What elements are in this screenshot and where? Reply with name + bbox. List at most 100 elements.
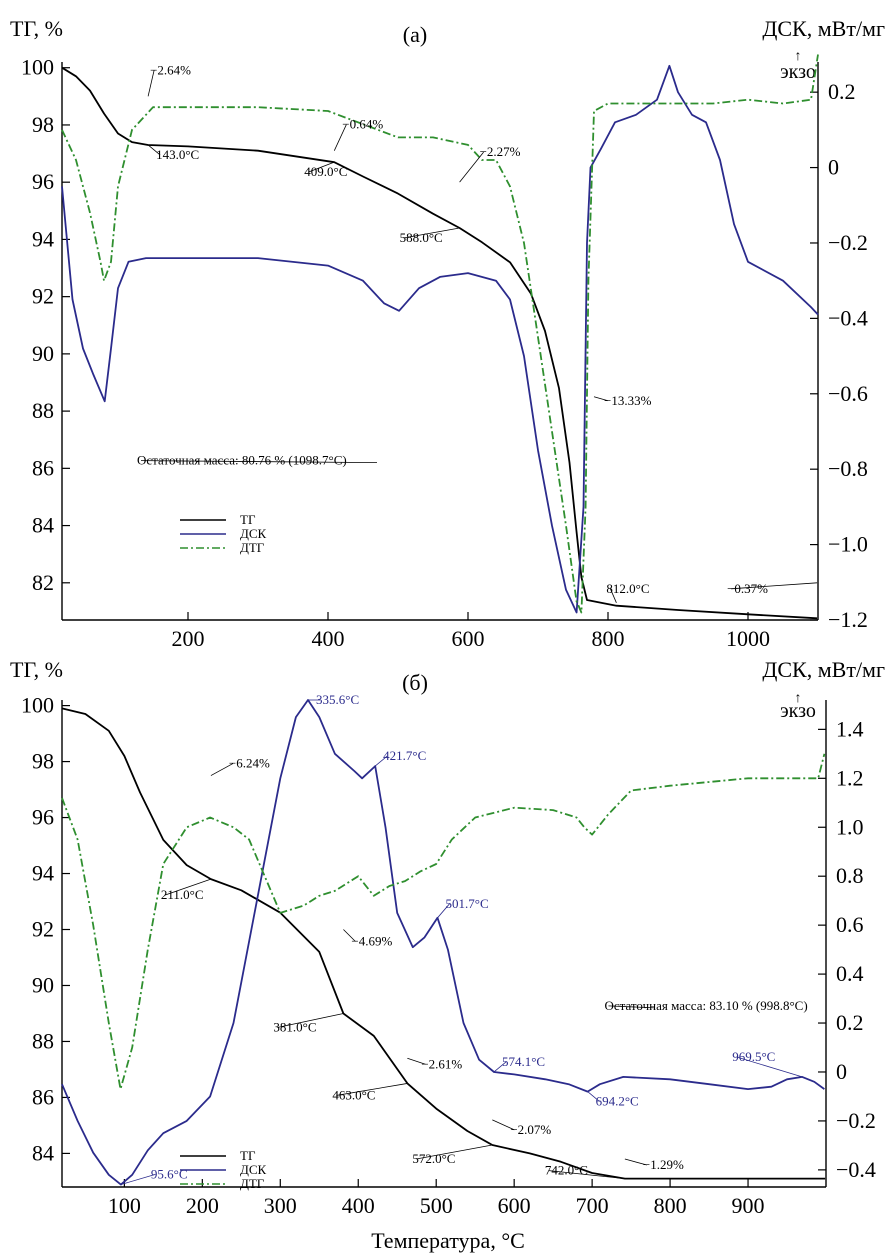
- x-tick-label: 700: [576, 1193, 609, 1218]
- y-left-tick-label: 90: [32, 341, 54, 366]
- annotation-label: −2.27%: [480, 144, 521, 159]
- y-right-tick-label: 0: [828, 155, 839, 180]
- y-right-tick-label: −0.2: [828, 230, 868, 255]
- annotation-leader: [374, 755, 388, 767]
- chart-panel-2: 100 200 300 400 500 600 700 800 900 84 86 88 90 92 94 9…: [10, 657, 885, 1218]
- y-left-tick-label: 92: [32, 284, 54, 309]
- annotation-label: −2.64%: [150, 62, 191, 77]
- y-right-tick-label: −0.4: [828, 305, 868, 330]
- y-right-tick-label: −0.6: [828, 381, 868, 406]
- y-left-tick-label: 82: [32, 570, 54, 595]
- annotation-leader: [403, 227, 460, 239]
- x-tick-label: 600: [498, 1193, 531, 1218]
- annotation-label: −13.33%: [604, 393, 652, 408]
- y-left-tick-label: 88: [32, 398, 54, 423]
- annotation-label: −2.07%: [510, 1122, 551, 1137]
- annotation-label: Остаточная масса: 83.10 % (998.8°C): [604, 998, 807, 1013]
- annotation-leader: [120, 1174, 156, 1185]
- legend-label: ДТГ: [240, 540, 265, 555]
- annotation-leader: [608, 1005, 655, 1009]
- annotation-label: 969.5°C: [732, 1049, 775, 1064]
- annotation-label: 211.0°C: [161, 887, 204, 902]
- x-axis-title: Температура, °C: [371, 1228, 525, 1253]
- y-right-tick-label: 1.2: [836, 765, 864, 790]
- annotation-leader: [277, 1013, 344, 1028]
- annotation-label: −1.29%: [643, 1157, 684, 1172]
- x-tick-label: 400: [342, 1193, 375, 1218]
- annotation-label: −0.64%: [342, 117, 383, 132]
- y-left-tick-label: 92: [32, 917, 54, 942]
- annotation-leader: [147, 144, 161, 156]
- series-dsc-line: [61, 699, 825, 1186]
- annotation-leader: [140, 460, 378, 464]
- x-tick-label: 900: [732, 1193, 765, 1218]
- annotation-leader: [343, 929, 356, 942]
- annotation-label: 812.0°C: [606, 581, 649, 596]
- right-axis-label: ДСК, мВт/мг: [762, 16, 885, 41]
- x-tick-label: 1000: [726, 626, 770, 651]
- y-right-tick-label: −1.0: [828, 532, 868, 557]
- series-dtg-line: [61, 54, 819, 614]
- legend-label: ДСК: [240, 1162, 267, 1177]
- y-right-tick-label: 0.6: [836, 912, 864, 937]
- exo-arrow: ↑: [795, 691, 802, 706]
- annotation-label: 381.0°C: [273, 1019, 316, 1034]
- chart-panel-1: 200 400 600 800 1000 82 84 86 88 90 92 94 96 98 100 −1.…: [10, 16, 885, 651]
- y-left-tick-label: 88: [32, 1028, 54, 1053]
- y-right-tick-label: 0.4: [836, 961, 864, 986]
- x-tick-label: 200: [172, 626, 205, 651]
- y-left-tick-label: 86: [32, 455, 54, 480]
- right-axis-label: ДСК, мВт/мг: [762, 657, 885, 682]
- annotation-label: Остаточная масса: 80.76 % (1098.7°C): [137, 453, 347, 468]
- annotation-label: −2.61%: [421, 1056, 462, 1071]
- annotation-leader: [593, 396, 609, 402]
- annotation-leader: [407, 1057, 426, 1065]
- x-tick-label: 800: [592, 626, 625, 651]
- x-tick-label: 400: [312, 626, 345, 651]
- left-axis-label: ТГ, %: [10, 16, 63, 41]
- annotation-leader: [736, 1056, 803, 1078]
- annotation-label: 463.0°C: [332, 1087, 375, 1102]
- x-tick-label: 300: [264, 1193, 297, 1218]
- annotation-label: 694.2°C: [596, 1094, 639, 1109]
- x-tick-label: 800: [654, 1193, 687, 1218]
- annotation-leader: [731, 582, 818, 590]
- y-left-tick-label: 94: [32, 861, 54, 886]
- y-left-tick-label: 98: [32, 749, 54, 774]
- y-left-tick-label: 100: [21, 693, 54, 718]
- y-right-tick-label: −0.2: [836, 1108, 876, 1133]
- annotation-label: 588.0°C: [400, 230, 443, 245]
- y-right-tick-label: 0: [836, 1059, 847, 1084]
- annotation-label: −6.24%: [229, 756, 270, 771]
- annotation-leader: [147, 70, 155, 97]
- annotation-label: 95.6°C: [151, 1167, 188, 1182]
- y-right-tick-label: 0.8: [836, 863, 864, 888]
- panel-label: (а): [403, 22, 427, 47]
- annotation-label: 501.7°C: [446, 896, 489, 911]
- y-left-tick-label: 100: [21, 55, 54, 80]
- y-left-tick-label: 96: [32, 169, 54, 194]
- series-tg-line: [61, 66, 818, 620]
- y-right-tick-label: 1.0: [836, 814, 864, 839]
- annotation-label: −0.37%: [727, 581, 768, 596]
- y-right-tick-label: 1.4: [836, 716, 864, 741]
- y-right-tick-label: −1.2: [828, 607, 868, 632]
- x-tick-label: 600: [452, 626, 485, 651]
- y-right-tick-label: −0.8: [828, 456, 868, 481]
- y-left-tick-label: 90: [32, 972, 54, 997]
- exo-label: экзо: [780, 61, 816, 83]
- y-left-tick-label: 86: [32, 1084, 54, 1109]
- series-tg-line: [61, 707, 826, 1180]
- legend-label: ТГ: [240, 512, 256, 527]
- legend-label: ДТГ: [240, 1176, 265, 1191]
- x-tick-label: 100: [108, 1193, 141, 1218]
- annotation-leader: [492, 1119, 515, 1131]
- annotation-label: 409.0°C: [304, 164, 347, 179]
- annotation-label: 574.1°C: [502, 1054, 545, 1069]
- annotation-leader: [416, 1144, 493, 1160]
- annotation-label: 742.0°C: [545, 1163, 588, 1178]
- annotation-leader: [308, 161, 335, 173]
